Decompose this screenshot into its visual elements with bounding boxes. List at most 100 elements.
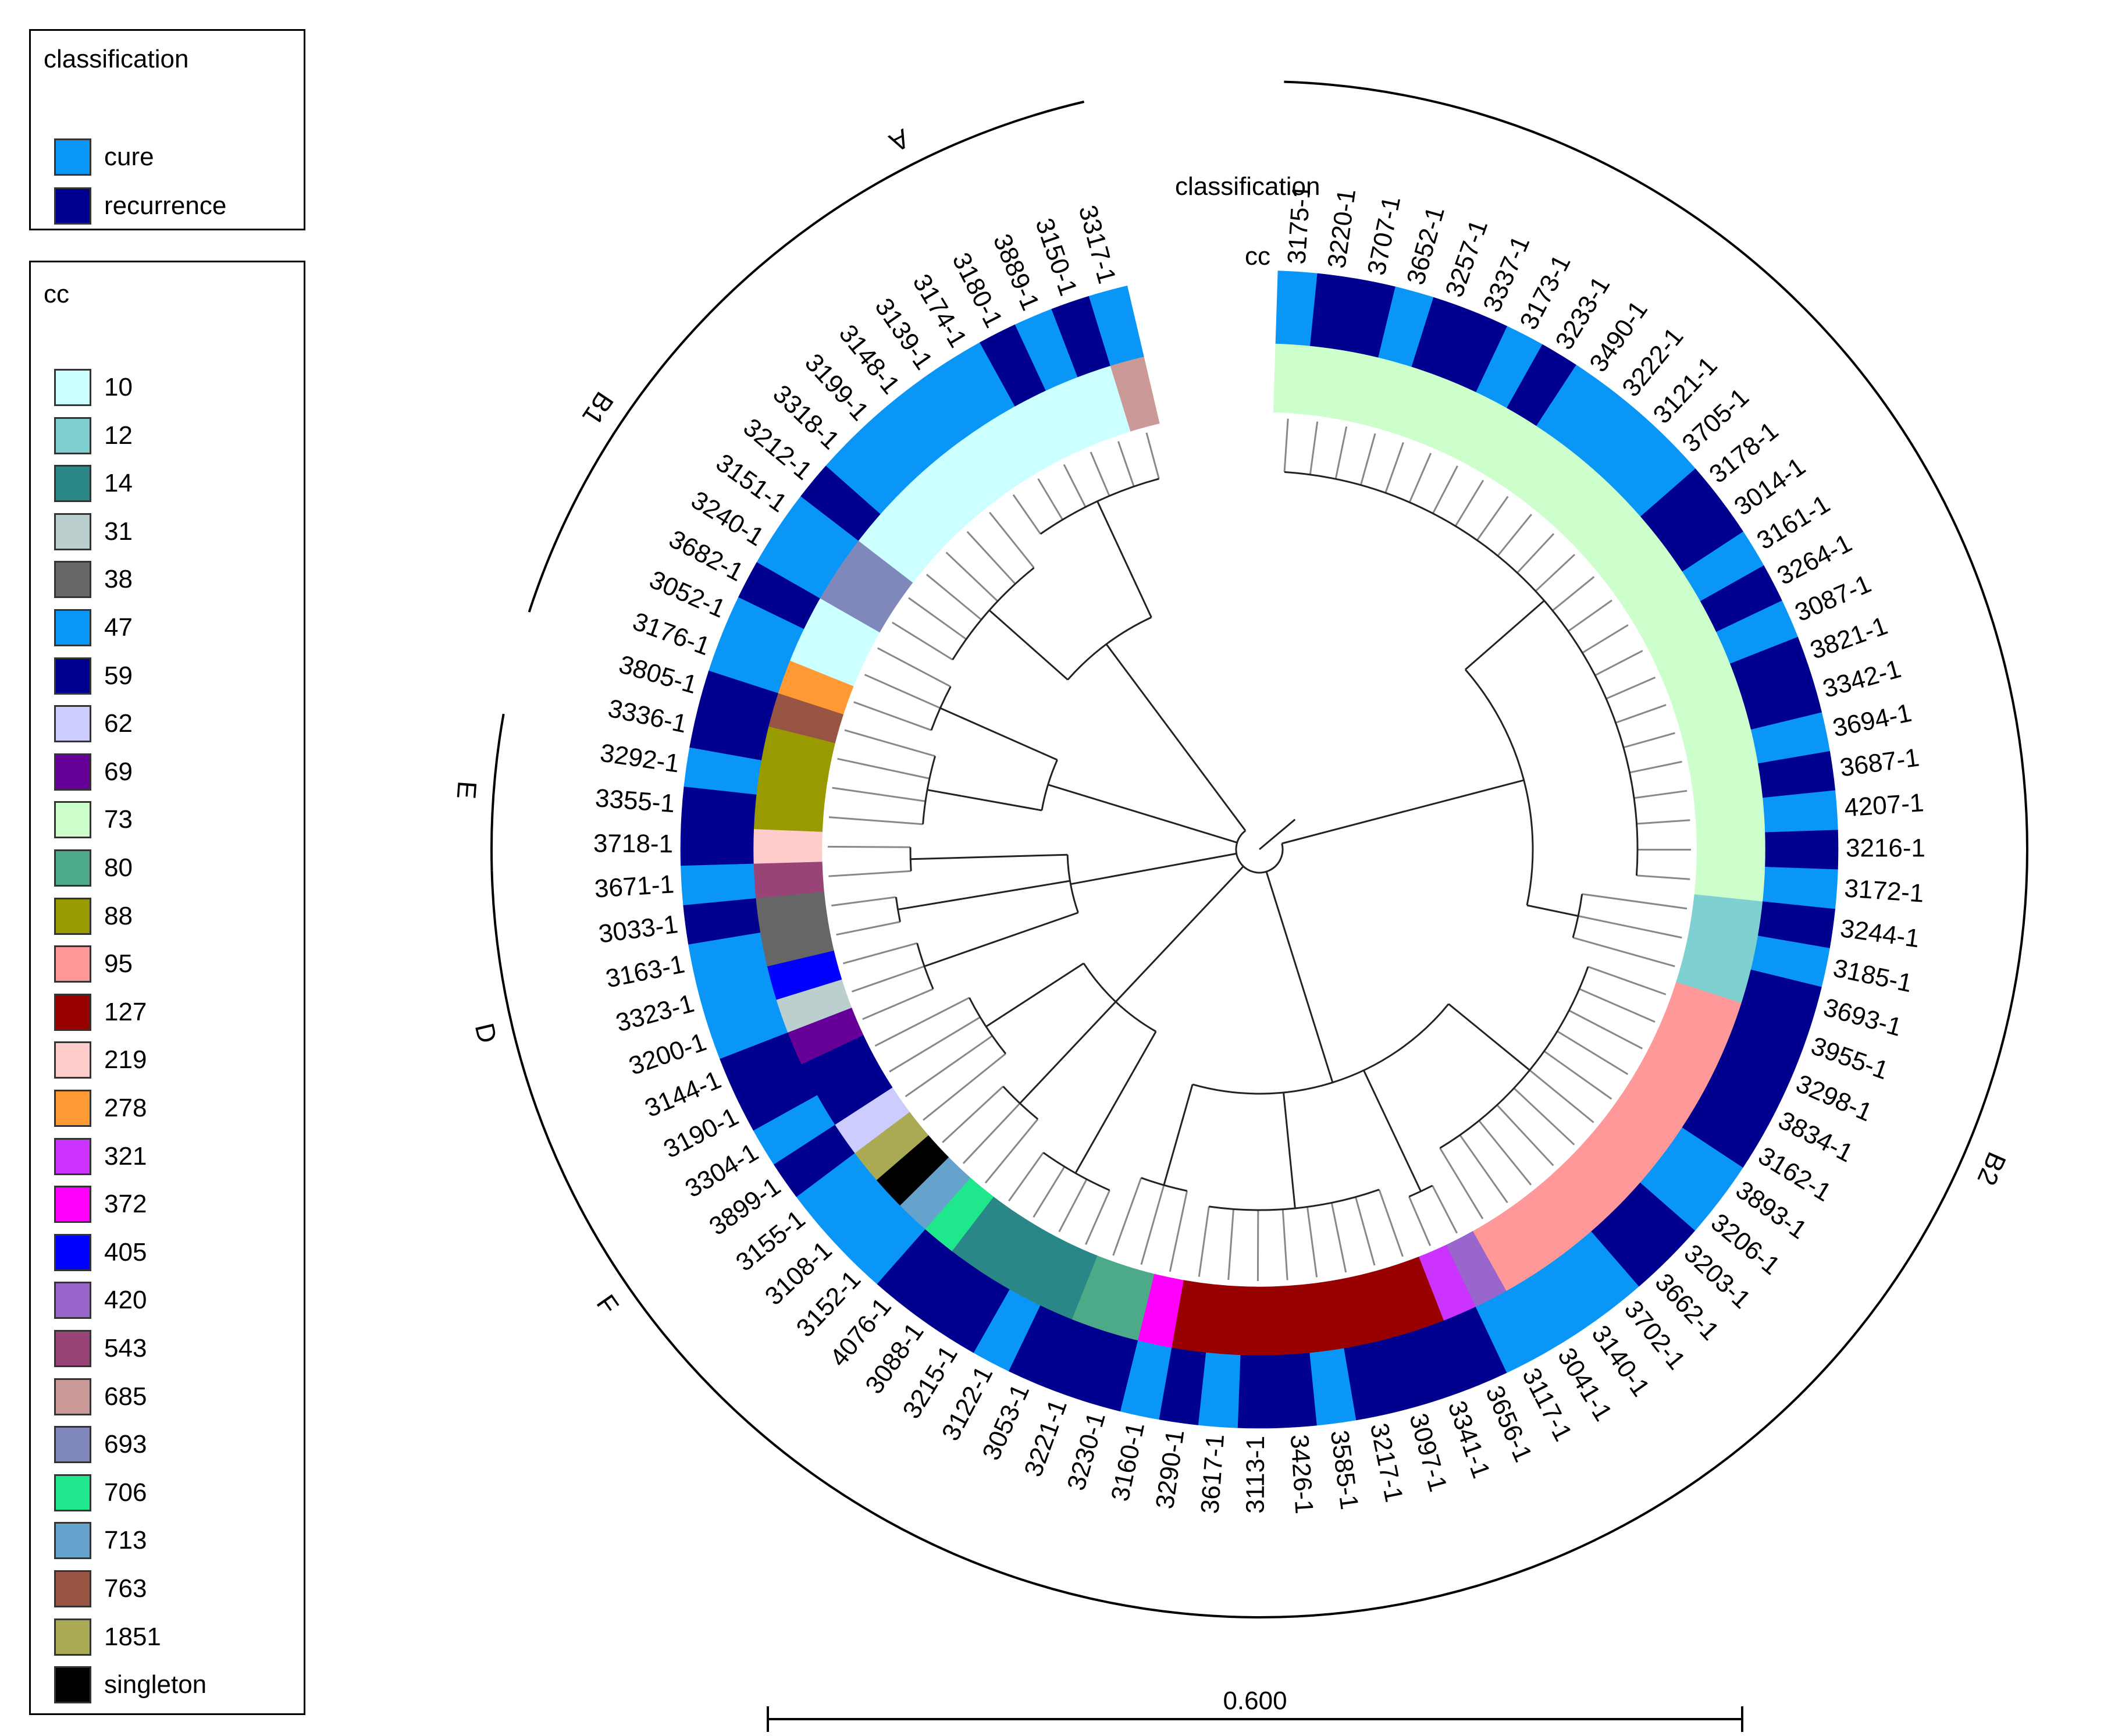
legend-label: cure (104, 143, 154, 171)
tree-branch (1636, 874, 1690, 880)
classification-ring-cell (1274, 1353, 1317, 1428)
tree-branch (984, 1118, 1039, 1184)
tree-branch (877, 647, 951, 688)
tree-branch (1465, 600, 1545, 671)
legend-label: 706 (104, 1478, 147, 1507)
tree-branch (851, 965, 925, 992)
legend-label: 59 (104, 661, 133, 690)
tree-branch (1478, 1120, 1532, 1186)
legend-label: 69 (104, 757, 133, 786)
legend-swatch (54, 1378, 91, 1415)
legend-label: 80 (104, 853, 133, 882)
tree-branch (837, 757, 930, 780)
leaf-label: 3652-1 (1401, 204, 1450, 288)
tree-branch (1543, 1050, 1612, 1100)
legend-swatch (54, 417, 91, 454)
tree-node-arc (1192, 1003, 1450, 1095)
tree-branch (853, 701, 932, 731)
tree-branch (1265, 871, 1334, 1083)
tree-branch (844, 729, 935, 757)
tree-branch (1629, 760, 1682, 774)
classification-ring-cell (681, 863, 756, 906)
legend-swatch (54, 993, 91, 1031)
legend-item-cc-95: 95 (54, 945, 133, 983)
classification-legend: classification cure recurrence (29, 29, 305, 230)
legend-label: 127 (104, 997, 147, 1026)
legend-label: 62 (104, 709, 133, 738)
leaf-label: 3113-1 (1241, 1436, 1270, 1514)
tree-branch (1008, 1152, 1044, 1202)
tree-branch (1281, 1209, 1288, 1280)
tree-branch (892, 621, 953, 661)
legend-item-cc-321: 321 (54, 1137, 147, 1176)
tree-branch (985, 962, 1084, 1027)
leaf-label: 3687-1 (1838, 743, 1921, 782)
tree-branch (1096, 501, 1152, 618)
leaf-label: 3585-1 (1325, 1428, 1364, 1511)
legend-swatch (54, 609, 91, 646)
clade-arc-F (563, 1175, 715, 1391)
tree-branch (1070, 852, 1237, 885)
tree-branch (1063, 464, 1087, 508)
legend-item-cure: cure (54, 138, 154, 176)
tree-branch (1568, 599, 1612, 632)
legend-swatch (54, 1330, 91, 1367)
clade-label: E (451, 780, 483, 800)
tree-branch (1432, 1185, 1458, 1234)
tree-branch (1605, 676, 1656, 700)
leaf-label: 3163-1 (603, 949, 687, 993)
tree-branch (1432, 465, 1458, 514)
legend-label: recurrence (104, 191, 227, 220)
legend-label: 321 (104, 1141, 147, 1171)
legend-label: 88 (104, 901, 133, 930)
cc-ring-cell (753, 828, 823, 864)
legend-item-cc-73: 73 (54, 801, 133, 839)
tree-branch (1408, 453, 1432, 503)
legend-item-cc-420: 420 (54, 1281, 147, 1319)
tree-branch (1552, 576, 1595, 611)
legend-item-cc-59: 59 (54, 657, 133, 695)
tree-branch (910, 853, 1068, 860)
tree-branch (939, 707, 1058, 761)
legend-swatch (54, 1090, 91, 1127)
tree-branch (1454, 479, 1484, 527)
legend-item-cc-singleton: singleton (54, 1666, 207, 1704)
tree-branch (945, 552, 999, 602)
tree-branch (1037, 478, 1063, 521)
tree-branch (1309, 421, 1319, 475)
leaf-label: 3671-1 (593, 870, 675, 903)
tree-branch (874, 997, 970, 1047)
leaf-label: 3336-1 (606, 694, 689, 739)
leaf-label: 3355-1 (594, 784, 676, 818)
tree-branch (989, 511, 1035, 568)
tree-branch (1568, 1009, 1643, 1050)
tree-branch (1363, 1070, 1422, 1192)
classification-ring-cell (1237, 1355, 1277, 1429)
leaf-label: 4207-1 (1843, 788, 1925, 822)
legend-label: 685 (104, 1382, 147, 1411)
legend-label: 38 (104, 565, 133, 594)
leaf-label: 3220-1 (1322, 187, 1361, 270)
classification-ring-cell (1765, 830, 1839, 870)
legend-label: 278 (104, 1094, 147, 1122)
leaf-label: 3317-1 (1073, 202, 1122, 287)
tree-branch (1033, 1166, 1066, 1218)
tree-branch (862, 988, 934, 1020)
legend-swatch (54, 1618, 91, 1656)
tree-branch (828, 870, 912, 877)
tree-root (1259, 819, 1296, 851)
tree-branch (1145, 432, 1160, 479)
legend-label: 47 (104, 613, 133, 642)
legend-swatch (54, 1186, 91, 1223)
tree-branch (1496, 1104, 1554, 1166)
tree-branch (1019, 1001, 1117, 1104)
tree-branch (1074, 1031, 1157, 1174)
legend-label: 543 (104, 1334, 147, 1363)
leaf-label: 3244-1 (1839, 914, 1921, 953)
clade-label: B1 (576, 387, 620, 431)
tree-branch (1408, 1196, 1432, 1246)
leaf-label: 3617-1 (1195, 1433, 1230, 1514)
tree-branch (1198, 1206, 1210, 1277)
legend-item-cc-69: 69 (54, 753, 133, 791)
